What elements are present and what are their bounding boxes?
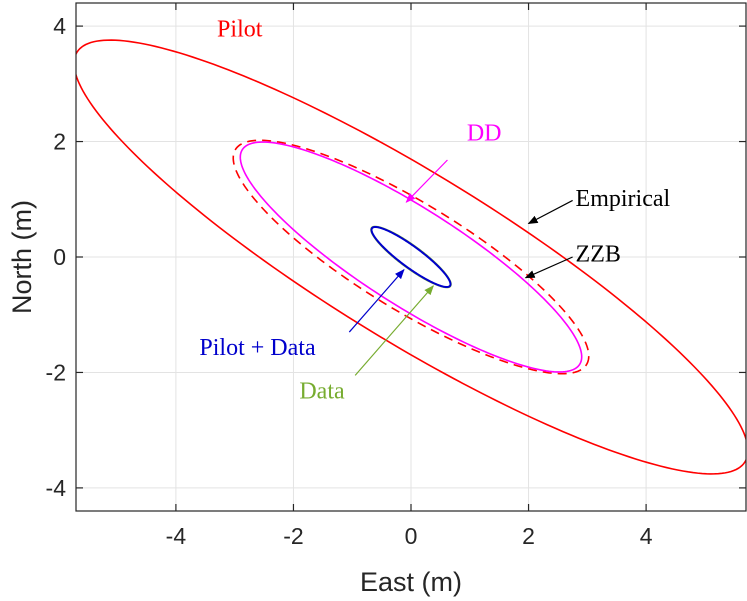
- annotation-label-data: Data: [299, 378, 345, 404]
- ellipse-dd: [239, 141, 583, 373]
- ellipse-pilot-data: [370, 226, 452, 288]
- y-tick-label: -2: [46, 359, 66, 385]
- annotation-arrow-zzb: [524, 256, 573, 279]
- y-tick-label: 0: [53, 244, 66, 270]
- x-axis-label: East (m): [360, 567, 462, 597]
- annotation-arrow-dd: [405, 159, 448, 203]
- x-tick-label: 4: [640, 523, 653, 549]
- x-tick-label: 0: [405, 523, 418, 549]
- ellipse-pilot: [76, 39, 746, 475]
- x-axis-ticks: -4 -2 0 2 4: [166, 3, 653, 549]
- annotation-arrow-empirical: [527, 199, 573, 225]
- series-layer: [76, 39, 746, 475]
- ellipse-pilot-dashed: [232, 139, 590, 375]
- x-tick-label: -4: [166, 523, 187, 549]
- annotations: Pilot DD Empirical ZZB Pilot + Data Data: [199, 16, 670, 404]
- annotation-arrow-data: [354, 285, 434, 376]
- annotation-label-dd: DD: [467, 120, 502, 146]
- annotation-arrow-pilot-data: [348, 268, 405, 333]
- y-axis-ticks: -4 -2 0 2 4: [46, 13, 746, 501]
- annotation-label-empirical: Empirical: [576, 186, 671, 212]
- y-axis-label: North (m): [7, 200, 37, 314]
- annotation-label-zzb: ZZB: [576, 242, 621, 268]
- x-tick-label: 2: [522, 523, 535, 549]
- annotation-label-pilot-data: Pilot + Data: [199, 335, 316, 361]
- y-tick-label: 4: [53, 13, 66, 39]
- x-tick-label: -2: [283, 523, 303, 549]
- annotation-label-pilot: Pilot: [217, 16, 263, 42]
- y-tick-label: 2: [53, 129, 66, 155]
- grid: [76, 3, 746, 511]
- y-tick-label: -4: [46, 475, 67, 501]
